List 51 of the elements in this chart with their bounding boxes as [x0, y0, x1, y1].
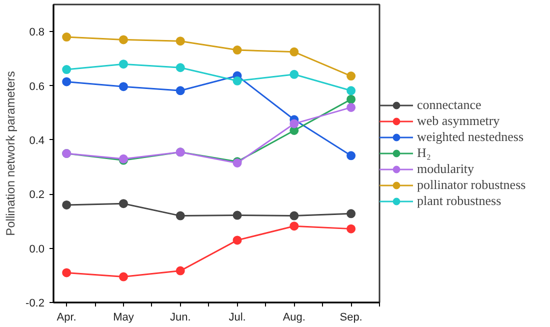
legend-label: H₂: [417, 145, 432, 161]
point: [176, 211, 185, 220]
x-tick-label: Aug.: [282, 312, 306, 324]
legend-label: connectance: [417, 97, 482, 113]
point: [232, 76, 242, 86]
y-tick-label: 0.2: [29, 189, 45, 202]
point: [62, 65, 72, 74]
x-tick-label: Apr.: [56, 312, 76, 324]
point: [62, 77, 72, 86]
point: [290, 211, 299, 220]
point: [290, 47, 299, 56]
legend-label: plant robustness: [417, 193, 502, 209]
point: [118, 272, 128, 282]
point: [346, 86, 356, 96]
x-tick-label: Jul.: [228, 312, 246, 324]
point: [118, 82, 128, 92]
point: [232, 210, 242, 220]
point: [290, 119, 299, 128]
point: [346, 72, 356, 81]
point: [346, 102, 356, 112]
x-tick-label: Sep.: [340, 312, 362, 324]
point: [176, 36, 185, 46]
legend-label: pollinator robustness: [417, 177, 526, 193]
point: [346, 209, 356, 218]
point: [346, 151, 356, 160]
x-tick-label: May: [113, 312, 134, 324]
point: [118, 199, 128, 208]
y-tick-label: -0.2: [26, 298, 45, 310]
y-axis-title: Pollination network parameters: [4, 71, 18, 236]
y-tick-label: 0.8: [29, 26, 45, 39]
legend-label: web asymmetry: [417, 113, 500, 129]
point: [290, 70, 299, 79]
point: [176, 63, 185, 72]
point: [232, 236, 242, 245]
point: [118, 35, 128, 44]
point: [62, 200, 72, 210]
point: [62, 268, 72, 278]
point: [346, 224, 356, 234]
point: [290, 222, 299, 231]
x-tick-label: Jun.: [170, 312, 191, 324]
point: [176, 266, 185, 276]
point: [62, 32, 72, 42]
legend-label: modularity: [417, 161, 474, 177]
y-tick-label: 0.4: [29, 134, 45, 147]
y-tick-label: 0.6: [29, 80, 45, 93]
point: [232, 46, 242, 55]
y-tick-label: 0.0: [29, 243, 45, 256]
point: [176, 86, 185, 96]
point: [346, 94, 356, 104]
point: [118, 60, 128, 69]
legend-label: weighted nestedness: [417, 129, 524, 145]
